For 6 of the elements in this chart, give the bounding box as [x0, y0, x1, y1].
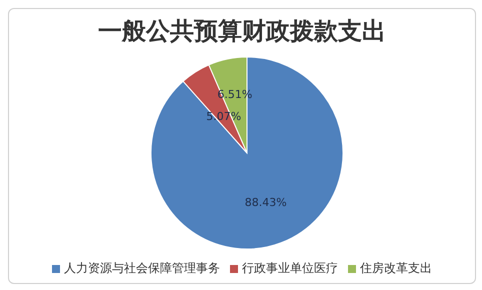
chart-title: 一般公共预算财政拨款支出: [97, 15, 387, 47]
pie-slice: [150, 56, 344, 250]
legend-label: 人力资源与社会保障管理事务: [63, 260, 220, 277]
legend-label: 住房改革支出: [359, 260, 432, 277]
data-label: 88.43%: [244, 196, 287, 209]
legend-label: 行政事业单位医疗: [241, 260, 338, 277]
